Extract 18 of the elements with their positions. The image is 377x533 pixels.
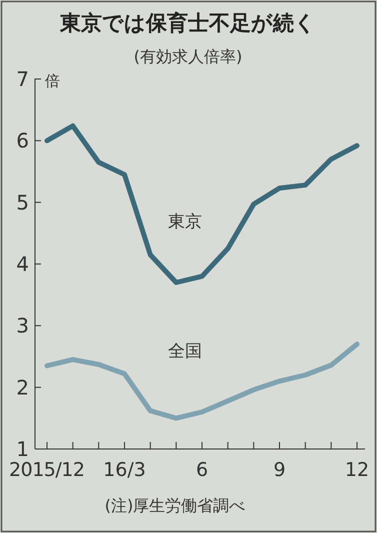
y-tick-label: 6 [16,128,29,153]
text: 全国 [168,342,202,362]
y-tick-label: 1 [16,437,29,461]
chart-subtitle: (有効求人倍率) [134,47,242,66]
y-tick-label: 3 [16,314,29,338]
y-tick-label: 4 [16,252,29,276]
y-tick-label: 7 [16,67,29,91]
y-tick-label: 2 [16,375,29,400]
y-axis-title: 倍 [45,72,60,90]
chart-title: 東京では保育士不足が続く [59,11,316,35]
text: (注)厚生労働省調べ [104,496,246,515]
x-tick-label: 16/3 [103,459,146,481]
series-label: 東京 [168,212,202,232]
x-tick-label: 12 [344,459,370,481]
x-tick-label: 2015/12 [9,459,85,481]
x-tick-label: 6 [196,459,208,481]
y-tick-label: 5 [16,190,29,214]
x-tick-label: 9 [273,459,286,481]
